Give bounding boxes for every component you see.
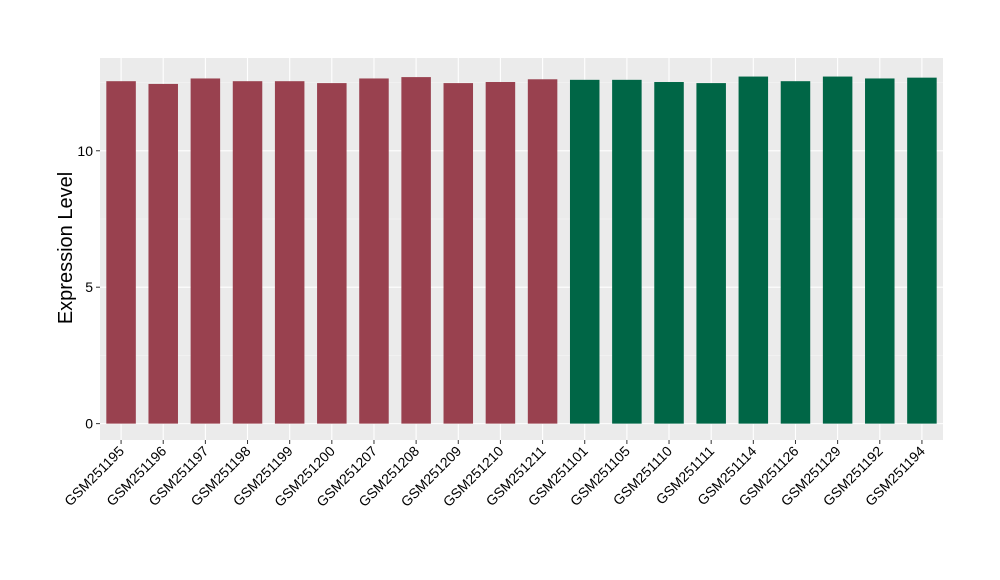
bar-GSM251197 (190, 78, 221, 424)
bar-GSM251194 (907, 77, 937, 424)
bar-GSM251200 (317, 83, 347, 424)
bar-GSM251129 (822, 76, 853, 424)
bar-GSM251111 (696, 83, 726, 424)
bar-GSM251198 (232, 81, 263, 424)
bar-GSM251207 (359, 78, 389, 424)
bar-GSM251105 (612, 79, 642, 424)
bar-GSM251211 (527, 79, 558, 424)
y-tick-label: 0 (85, 416, 93, 432)
y-tick-label: 5 (85, 279, 93, 295)
bar-GSM251199 (274, 81, 305, 424)
bar-GSM251209 (443, 83, 474, 424)
bar-GSM251192 (865, 78, 895, 424)
bars (106, 76, 937, 424)
bar-GSM251110 (654, 82, 684, 424)
bar-GSM251195 (106, 81, 136, 424)
bar-GSM251208 (401, 77, 431, 424)
bar-GSM251101 (569, 79, 600, 424)
x-axis: GSM251195GSM251196GSM251197GSM251198GSM2… (61, 440, 928, 510)
y-axis-title: Expression Level (55, 172, 77, 324)
bar-GSM251126 (780, 81, 811, 424)
bar-GSM251114 (738, 76, 769, 424)
y-axis: 0 5 10 (77, 143, 100, 432)
bar-GSM251210 (485, 82, 516, 424)
y-tick-label: 10 (77, 143, 93, 159)
plot-panel (100, 58, 943, 440)
bar-GSM251196 (148, 83, 178, 424)
